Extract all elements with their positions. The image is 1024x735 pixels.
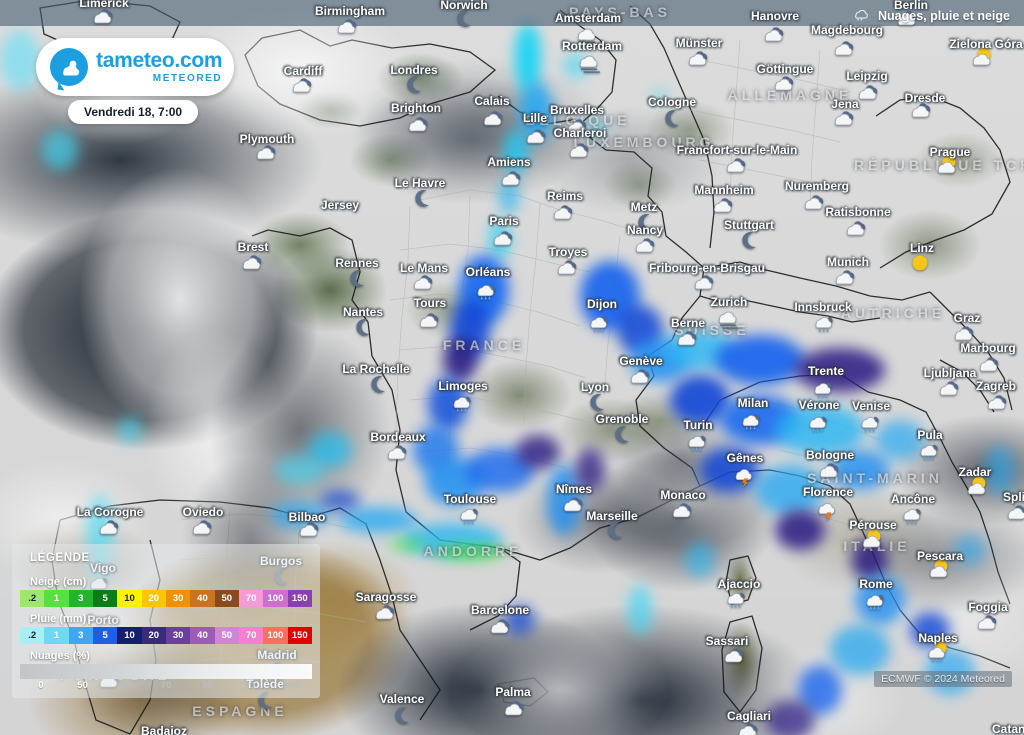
- precipitation-blob: [755, 465, 825, 515]
- legend-snow-scale: .2 1 3 5 10 20 30 40 50 70 100 150: [20, 590, 312, 607]
- precipitation-blob: [852, 540, 888, 580]
- legend-clouds-label: Nuages (%): [30, 650, 90, 662]
- logo-subtitle: METEORED: [152, 73, 223, 84]
- legend-scale-step: 50: [214, 627, 239, 644]
- legend-title: LÉGENDE: [30, 552, 90, 564]
- map-attribution: ECMWF © 2024 Meteored: [874, 671, 1012, 687]
- legend-scale-step: 40: [190, 590, 215, 607]
- precipitation-blob: [985, 445, 1015, 495]
- legend-scale-step: 150: [287, 590, 312, 607]
- precipitation-blob: [388, 540, 428, 550]
- precipitation-blob: [830, 625, 890, 675]
- legend-scale-step: 70: [238, 627, 264, 644]
- legend-cloud-tick: 60: [119, 680, 130, 691]
- legend-scale-step: .2: [20, 590, 45, 607]
- legend-cloud-tick: 100: [283, 680, 300, 691]
- legend-clouds-gradient: [20, 664, 312, 679]
- precipitation-blob: [270, 502, 330, 528]
- legend-scale-step: 20: [141, 627, 166, 644]
- precipitation-blob: [875, 420, 925, 460]
- legend-cloud-tick: 0: [38, 680, 44, 691]
- precipitation-blob: [910, 612, 950, 648]
- forecast-date-pill[interactable]: Vendredi 18, 7:00: [68, 100, 199, 124]
- legend-clouds-ticks: 0 50 60 70 80 90 100: [20, 680, 312, 691]
- legend-scale-step: 50: [214, 590, 239, 607]
- precipitation-blob: [118, 417, 142, 443]
- legend-scale-step: 5: [92, 590, 118, 607]
- legend-scale-step: 1: [44, 590, 69, 607]
- legend-scale-step: 10: [117, 627, 142, 644]
- precipitation-blob: [320, 490, 360, 510]
- precipitation-blob: [830, 450, 890, 490]
- precipitation-blob: [0, 30, 40, 90]
- precipitation-blob: [519, 82, 553, 142]
- precipitation-blob: [489, 220, 511, 260]
- legend-cloud-tick: 90: [244, 680, 255, 691]
- precipitation-blob: [775, 405, 865, 455]
- layer-title-label: Nuages, pluie et neige: [878, 8, 1010, 23]
- precipitation-blob: [504, 130, 528, 174]
- precipitation-blob: [855, 575, 905, 625]
- precipitation-blob: [443, 338, 477, 382]
- legend-scale-step: 150: [287, 627, 312, 644]
- precipitation-blob: [435, 545, 505, 559]
- legend-group-rain: Pluie (mm) .2 1 3 5 10 20 30 40 50 70 100 150: [12, 613, 320, 644]
- precipitation-blob: [628, 585, 652, 635]
- precipitation-blob: [575, 448, 605, 492]
- legend-rain-scale: .2 1 3 5 10 20 30 40 50 70 100 150: [20, 627, 312, 644]
- precipitation-blob: [700, 447, 760, 493]
- legend-scale-step: 30: [165, 627, 191, 644]
- legend-rain-label: Pluie (mm): [30, 613, 87, 625]
- precipitation-blob: [428, 377, 468, 431]
- map-night-band: [0, 0, 1024, 26]
- legend-scale-step: 100: [263, 590, 288, 607]
- legend-panel: LÉGENDE Neige (cm) .2 1 3 5 10 20 30 40 50 70 100 1…: [12, 544, 320, 698]
- legend-cloud-tick: 70: [160, 680, 172, 691]
- legend-group-clouds: Nuages (%) 0 50 60 70 80 90 100: [12, 650, 320, 691]
- precipitation-blob: [765, 700, 815, 735]
- precipitation-blob: [775, 510, 825, 550]
- precipitation-blob: [795, 348, 885, 392]
- legend-scale-step: 100: [263, 627, 288, 644]
- legend-scale-step: 20: [141, 590, 166, 607]
- precipitation-blob: [515, 23, 541, 93]
- legend-snow-label: Neige (cm): [30, 576, 87, 588]
- precipitation-blob: [955, 535, 985, 565]
- legend-scale-step: 3: [68, 627, 93, 644]
- precipitation-blob: [653, 89, 667, 103]
- precipitation-blob: [505, 605, 535, 635]
- precipitation-blob: [338, 507, 418, 533]
- legend-cloud-tick: 50: [77, 680, 88, 691]
- cloud-sun-logo-icon: [50, 48, 88, 86]
- precipitation-blob: [499, 178, 519, 214]
- legend-scale-step: 3: [68, 590, 93, 607]
- legend-scale-step: 1: [44, 627, 69, 644]
- precipitation-blob: [42, 130, 78, 170]
- precipitation-blob: [685, 542, 715, 578]
- cloud-rain-icon: [851, 5, 871, 26]
- legend-scale-step: .2: [20, 627, 45, 644]
- legend-scale-step: 70: [238, 590, 264, 607]
- legend-group-snow: Neige (cm) .2 1 3 5 10 20 30 40 50 70 100 150: [12, 576, 320, 607]
- layer-title-group[interactable]: Nuages, pluie et neige: [851, 5, 1010, 26]
- precipitation-blob: [275, 455, 325, 485]
- legend-scale-step: 5: [92, 627, 118, 644]
- precipitation-blob: [586, 118, 606, 138]
- precipitation-blob: [516, 435, 560, 469]
- legend-scale-step: 10: [117, 590, 142, 607]
- logo-wordmark: tameteo.com: [96, 49, 223, 72]
- legend-scale-step: 30: [165, 590, 191, 607]
- precipitation-blob: [563, 53, 589, 79]
- legend-scale-step: 40: [190, 627, 215, 644]
- precipitation-blob: [715, 335, 805, 385]
- brand-logo-pill[interactable]: tameteo.com METEORED: [36, 38, 234, 96]
- legend-cloud-tick: 80: [202, 680, 214, 691]
